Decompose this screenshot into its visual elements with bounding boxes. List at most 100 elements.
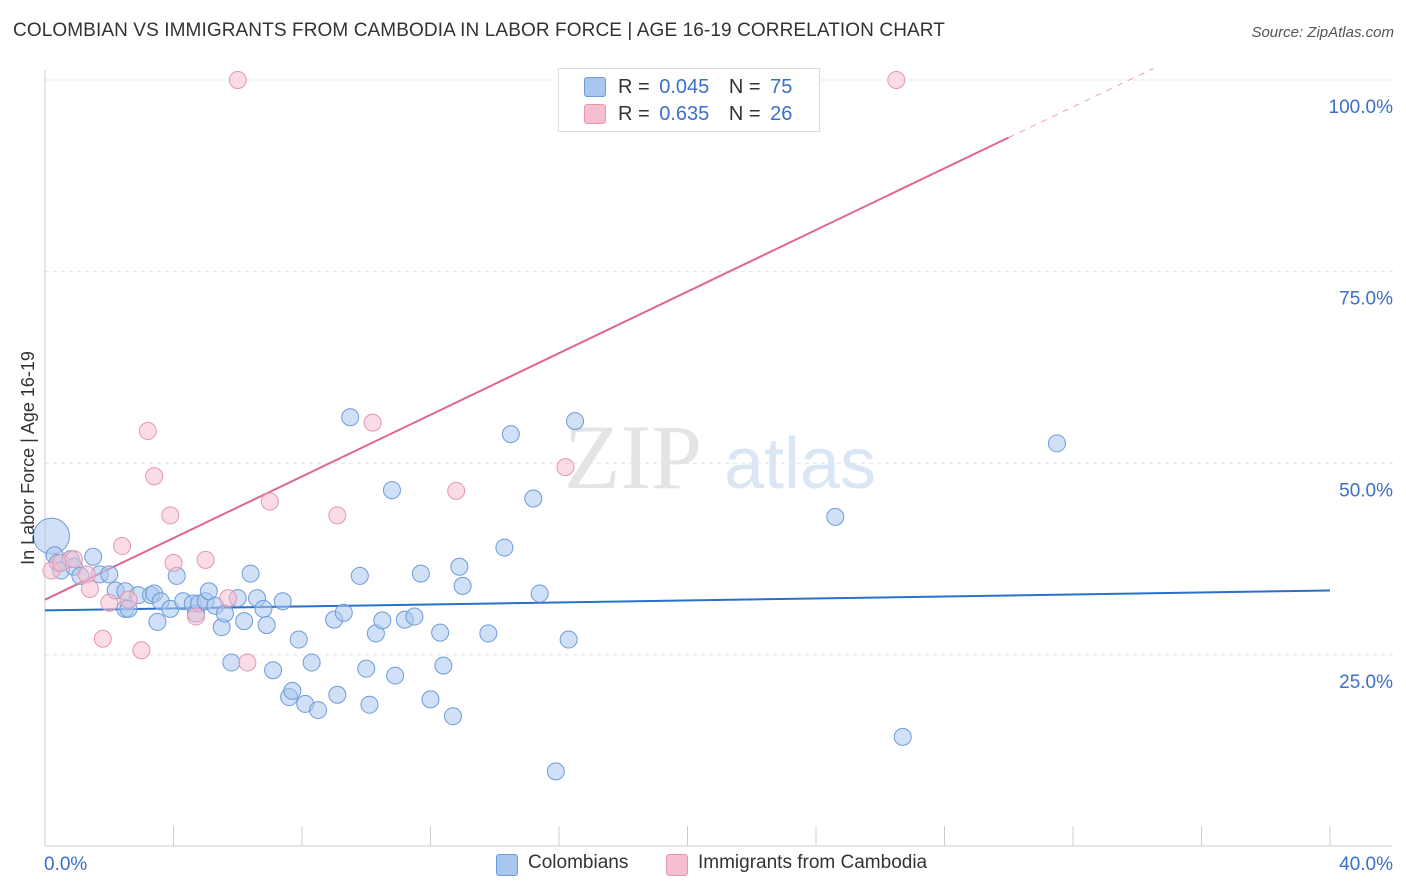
point-colombians — [328, 685, 347, 704]
point-cambodia — [186, 607, 205, 626]
point-colombians — [273, 592, 292, 611]
point-colombians — [893, 727, 912, 746]
point-colombians — [546, 762, 565, 781]
point-cambodia — [228, 71, 247, 89]
trend-lines — [44, 68, 1331, 612]
point-colombians — [826, 507, 845, 526]
point-colombians — [341, 408, 360, 427]
point-colombians — [254, 599, 273, 618]
x-tick-label: 0.0% — [44, 854, 87, 875]
y-axis-label: In Labor Force | Age 16-19 — [18, 351, 38, 565]
point-colombians — [524, 489, 543, 508]
legend-swatch-blue — [584, 77, 606, 97]
point-colombians — [450, 557, 469, 576]
point-colombians — [84, 547, 103, 566]
point-cambodia — [138, 422, 157, 441]
bottom-legend-label: Immigrants from Cambodia — [698, 852, 928, 873]
point-colombians — [350, 566, 369, 585]
point-colombians — [495, 538, 514, 557]
grid-lines — [45, 79, 1393, 656]
trend-line-cambodia — [44, 136, 1010, 601]
legend-n-value: 26 — [770, 103, 793, 125]
legend-swatch-pink — [584, 104, 606, 124]
axes — [44, 70, 1392, 847]
point-colombians — [100, 565, 119, 584]
point-colombians — [530, 584, 549, 603]
point-colombians — [215, 604, 234, 623]
point-colombians — [453, 576, 472, 595]
point-cambodia — [145, 467, 164, 486]
legend-r-value: 0.635 — [659, 103, 710, 125]
point-colombians — [360, 695, 379, 714]
series-colombians — [32, 408, 1066, 781]
point-colombians — [382, 481, 401, 500]
point-cambodia — [132, 641, 151, 660]
point-colombians — [373, 611, 392, 630]
bottom-legend: Colombians Immigrants from Cambodia — [0, 850, 1406, 880]
point-colombians — [264, 661, 283, 680]
legend: R = 0.045 N = 75 R = 0.635 N = 26 — [558, 68, 820, 132]
series-cambodia — [42, 71, 906, 672]
point-colombians — [566, 412, 585, 431]
chart-title: COLOMBIAN VS IMMIGRANTS FROM CAMBODIA IN… — [13, 20, 945, 41]
watermark-zip: ZIP — [564, 406, 702, 508]
point-cambodia — [447, 481, 466, 500]
legend-n-label: N = — [728, 76, 761, 98]
point-colombians — [559, 630, 578, 649]
x-tick-label: 40.0% — [1339, 854, 1393, 875]
source-credit: Source: ZipAtlas.com — [1251, 24, 1394, 41]
point-colombians — [302, 653, 321, 672]
point-cambodia — [363, 413, 382, 432]
trend-line-cambodia-extension — [1008, 68, 1154, 138]
point-cambodia — [164, 553, 183, 572]
point-cambodia — [161, 506, 180, 525]
point-colombians — [283, 681, 302, 700]
point-colombians — [411, 564, 430, 583]
watermark-atlas: atlas — [724, 424, 876, 504]
point-colombians — [386, 666, 405, 685]
bottom-legend-swatch-blue — [496, 854, 518, 876]
point-cambodia — [80, 579, 99, 598]
point-colombians — [222, 653, 241, 672]
bottom-legend-swatch-pink — [666, 854, 688, 876]
legend-n-value: 75 — [770, 76, 793, 98]
point-colombians — [1047, 434, 1066, 453]
point-colombians — [289, 630, 308, 649]
point-colombians — [257, 615, 276, 634]
point-cambodia — [328, 506, 347, 525]
y-tick-label: 25.0% — [1339, 672, 1393, 693]
y-tick-label: 75.0% — [1339, 289, 1393, 310]
point-colombians — [235, 612, 254, 631]
legend-r-value: 0.045 — [659, 76, 710, 98]
point-cambodia — [887, 71, 906, 89]
point-colombians — [357, 659, 376, 678]
point-cambodia — [100, 593, 119, 612]
point-colombians — [334, 603, 353, 622]
point-cambodia — [238, 653, 257, 672]
legend-n-label: N = — [728, 103, 761, 125]
point-colombians — [431, 623, 450, 642]
point-colombians — [421, 690, 440, 709]
point-cambodia — [64, 550, 83, 569]
y-tick-label: 50.0% — [1339, 480, 1393, 501]
y-tick-label: 100.0% — [1329, 97, 1394, 118]
point-colombians — [501, 425, 520, 444]
point-colombians — [241, 564, 260, 583]
point-cambodia — [119, 590, 138, 609]
legend-r-label: R = — [618, 103, 650, 125]
point-cambodia — [556, 458, 575, 477]
bottom-legend-label: Colombians — [528, 852, 629, 873]
tick-labels: 25.0% 50.0% 75.0% 100.0% 0.0% 40.0% — [44, 97, 1393, 875]
point-colombians — [434, 656, 453, 675]
legend-r-label: R = — [618, 76, 650, 98]
point-colombians — [479, 624, 498, 643]
point-cambodia — [113, 537, 132, 556]
point-cambodia — [77, 565, 96, 584]
point-cambodia — [219, 589, 238, 608]
point-cambodia — [196, 550, 215, 569]
point-cambodia — [260, 492, 279, 511]
point-cambodia — [93, 629, 112, 648]
point-colombians — [443, 707, 462, 726]
point-colombians — [405, 607, 424, 626]
